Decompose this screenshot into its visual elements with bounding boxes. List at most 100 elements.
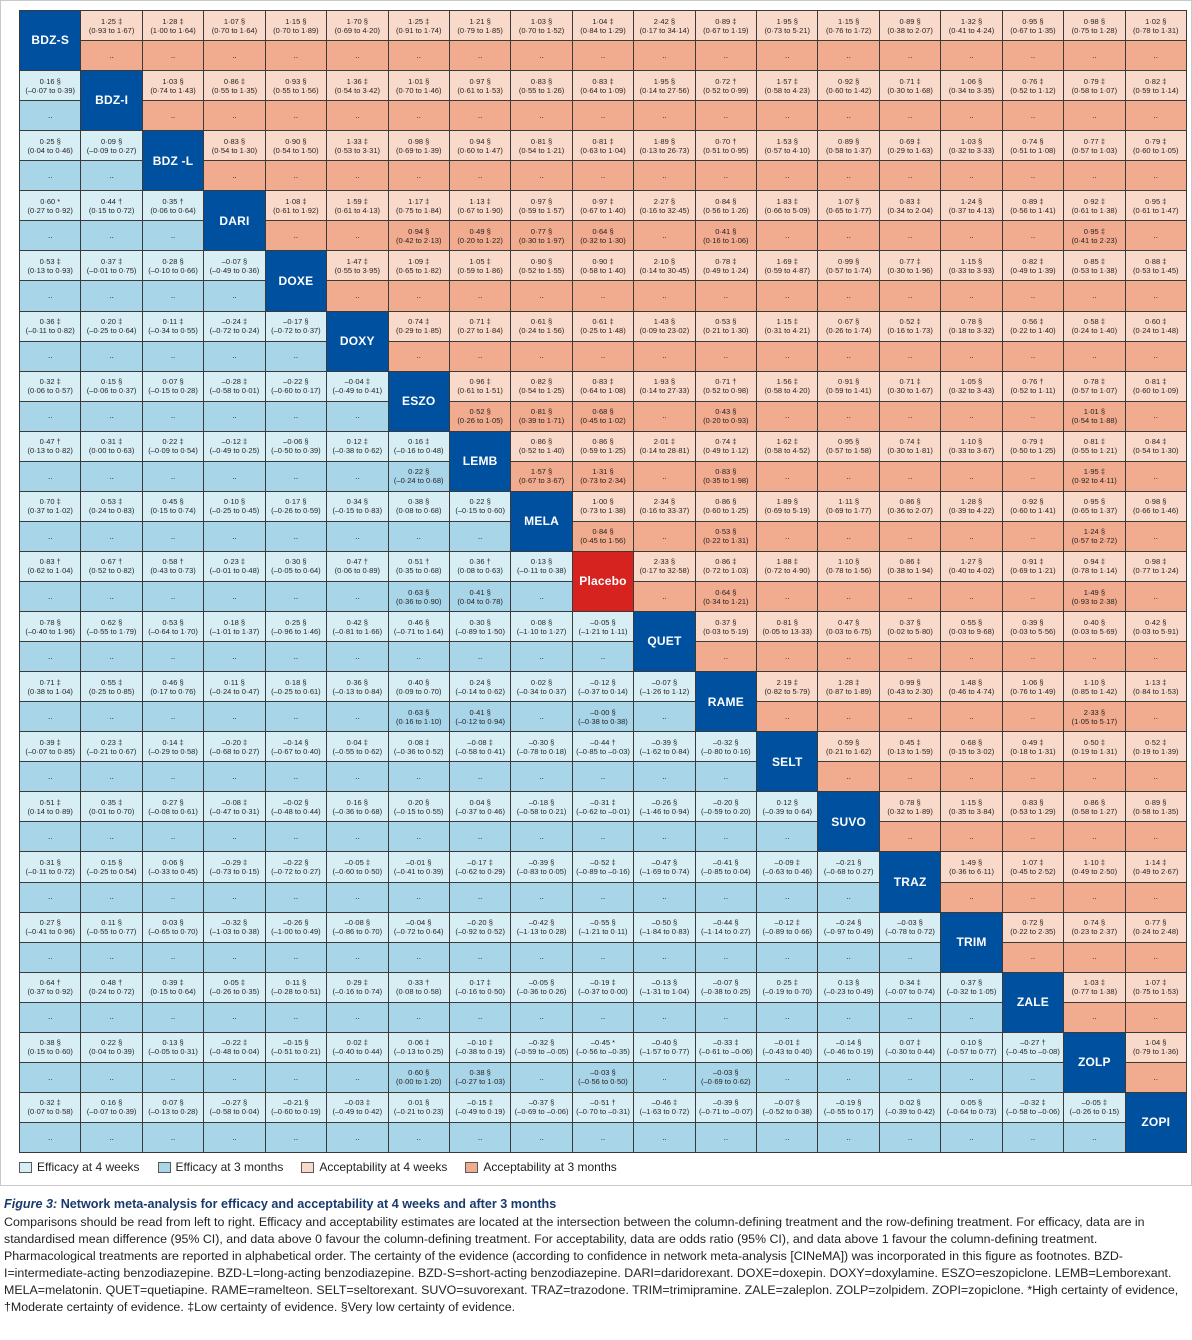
no-data-marker: .. (477, 531, 483, 541)
estimate: 1·08 ‡ (285, 196, 307, 206)
no-data-marker: .. (477, 170, 483, 180)
estimate: –0·14 § (283, 737, 309, 747)
confidence-interval: (0·13 to 1·59) (887, 746, 933, 756)
efficacy-3m-cell: .. (81, 702, 142, 732)
no-data-marker: .. (1030, 50, 1036, 60)
efficacy-4w-cell: 0·53 § (–0·64 to 1·70) (142, 612, 204, 642)
confidence-interval: (–0·25 to 0·64) (86, 326, 137, 336)
estimate: –0·12 ‡ (221, 437, 248, 447)
estimate: 1·59 ‡ (346, 196, 368, 206)
efficacy-3m-cell: .. (204, 882, 265, 912)
estimate: 0·63 § (408, 707, 430, 717)
confidence-interval: (0·32 to 3·33) (948, 145, 995, 155)
no-data-marker: .. (1030, 772, 1036, 782)
estimate: 0·95 § (1083, 497, 1105, 507)
no-data-marker: .. (1030, 591, 1036, 601)
acceptability-4w-cell: 0·86 ‡ (0·72 to 1·03) (695, 551, 757, 581)
estimate: 1·03 § (960, 136, 983, 146)
confidence-interval: (–0·59 to –0·05) (514, 1047, 569, 1057)
estimate: 1·07 ‡ (1145, 978, 1167, 988)
acceptability-3m-cell: .. (1125, 101, 1186, 131)
confidence-interval: (–1·03 to 0·38) (209, 927, 260, 937)
estimate: –0·44 † (590, 737, 616, 747)
treatment-label-cell: DARI (204, 191, 265, 251)
acceptability-4w-cell: 1·00 § (0·73 to 1·38) (572, 491, 634, 521)
legend-swatch (19, 1161, 32, 1173)
efficacy-3m-cell: .. (572, 882, 634, 912)
estimate: –0·31 ‡ (590, 797, 616, 807)
confidence-interval: (–1·21 to 1·11) (578, 626, 628, 636)
confidence-interval: (0·52 to 1·55) (518, 265, 565, 275)
acceptability-3m-cell: .. (941, 161, 1002, 191)
acceptability-4w-cell: 0·78 § (0·32 to 1·89) (879, 792, 941, 822)
confidence-interval: (0·37 to 1·02) (27, 506, 73, 516)
acceptability-3m-cell: .. (757, 161, 818, 191)
efficacy-4w-cell: –0·15 § (–0·51 to 0·21) (265, 1032, 327, 1062)
acceptability-4w-cell: 0·77 § (0·24 to 2·48) (1125, 912, 1186, 942)
no-data-marker: .. (846, 231, 851, 241)
no-data-marker: .. (170, 1072, 176, 1082)
acceptability-4w-cell: 0·89 § (0·58 to 1·37) (818, 131, 879, 161)
no-data-marker: .. (232, 110, 237, 120)
acceptability-4w-cell: 0·96 ‡ (0·61 to 1·51) (449, 371, 511, 401)
no-data-marker: .. (109, 832, 114, 842)
efficacy-3m-cell: .. (449, 642, 511, 672)
confidence-interval: (0·57 to 1·58) (825, 446, 872, 456)
acceptability-3m-cell: .. (511, 341, 572, 371)
efficacy-3m-cell: .. (449, 521, 511, 551)
confidence-interval: (–1·62 to 0·84) (639, 746, 690, 756)
estimate: 0·36 ‡ (39, 317, 61, 327)
confidence-interval: (–0·38 to 0·25) (701, 987, 751, 997)
efficacy-3m-cell: .. (511, 581, 572, 612)
estimate: 0·17 ‡ (469, 978, 491, 988)
efficacy-3m-cell: 0·63 § (0·16 to 1·10) (388, 702, 449, 732)
acceptability-4w-cell: 0·86 § (0·36 to 2·07) (879, 491, 941, 521)
efficacy-3m-cell: .. (327, 762, 388, 792)
acceptability-4w-cell: 0·67 § (0·26 to 1·74) (818, 311, 879, 341)
estimate: –0·07 § (713, 978, 739, 988)
confidence-interval: (0·72 to 1·03) (703, 566, 749, 576)
efficacy-3m-cell: 0·41 § (0·04 to 0·78) (449, 581, 511, 612)
estimate: 0·52 § (469, 407, 491, 417)
estimate: 1·56 ‡ (776, 377, 798, 387)
estimate: –0·42 § (528, 918, 555, 928)
efficacy-4w-cell: –0·44 † (–0·85 to –0·03) (572, 732, 634, 762)
confidence-interval: (0·54 to 3·42) (334, 85, 381, 95)
no-data-marker: .. (539, 832, 544, 842)
acceptability-4w-cell: 1·25 ‡ (0·91 to 1·74) (388, 11, 449, 41)
confidence-interval: (0·75 to 1·28) (1071, 25, 1118, 35)
estimate: 0·46 § (408, 617, 430, 627)
estimate: 0·60 ‡ (1145, 317, 1167, 327)
confidence-interval: (0·79 to 1·36) (1133, 1047, 1179, 1057)
confidence-interval: (0·55 to 3·95) (334, 265, 381, 275)
confidence-interval: (0·08 to 0·58) (396, 987, 442, 997)
estimate: –0·22 ‡ (221, 1038, 248, 1048)
confidence-interval: (0·65 to 1·37) (1071, 506, 1118, 516)
acceptability-4w-cell: 0·97 § (0·61 to 1·53) (449, 71, 511, 101)
confidence-interval: (0·58 to 1·37) (825, 145, 872, 155)
acceptability-3m-cell: .. (818, 762, 879, 792)
confidence-interval: (–0·59 to 0·20) (701, 806, 751, 816)
efficacy-4w-cell: 0·18 § (–0·25 to 0·61) (265, 672, 327, 702)
confidence-interval: (0·33 to 3·93) (948, 265, 995, 275)
no-data-marker: .. (846, 50, 851, 60)
no-data-marker: .. (907, 1012, 913, 1022)
efficacy-3m-cell: –0·03 § (–0·69 to 0·62) (695, 1062, 757, 1092)
efficacy-4w-cell: 0·11 § (–0·28 to 0·51) (265, 972, 327, 1002)
efficacy-3m-cell: .. (327, 942, 388, 972)
acceptability-3m-cell: .. (634, 401, 695, 431)
acceptability-4w-cell: 1·03 § (0·74 to 1·43) (142, 71, 204, 101)
efficacy-3m-cell: .. (81, 1002, 142, 1032)
estimate: 0·10 § (223, 497, 246, 507)
efficacy-3m-cell: .. (81, 942, 142, 972)
confidence-interval: (–0·85 to 0·04) (701, 866, 751, 876)
confidence-interval: (–0·19 to 0·70) (762, 987, 813, 997)
efficacy-3m-cell: .. (1064, 1122, 1125, 1152)
acceptability-3m-cell: .. (818, 41, 879, 71)
acceptability-3m-cell: .. (757, 341, 818, 371)
acceptability-4w-cell: 0·90 § (0·52 to 1·55) (511, 251, 572, 281)
efficacy-4w-cell: 0·51 ‡ (0·14 to 0·89) (20, 792, 81, 822)
estimate: 0·72 § (1022, 918, 1044, 928)
acceptability-4w-cell: 1·03 § (0·70 to 1·52) (511, 11, 572, 41)
estimate: –0·22 § (283, 857, 309, 867)
